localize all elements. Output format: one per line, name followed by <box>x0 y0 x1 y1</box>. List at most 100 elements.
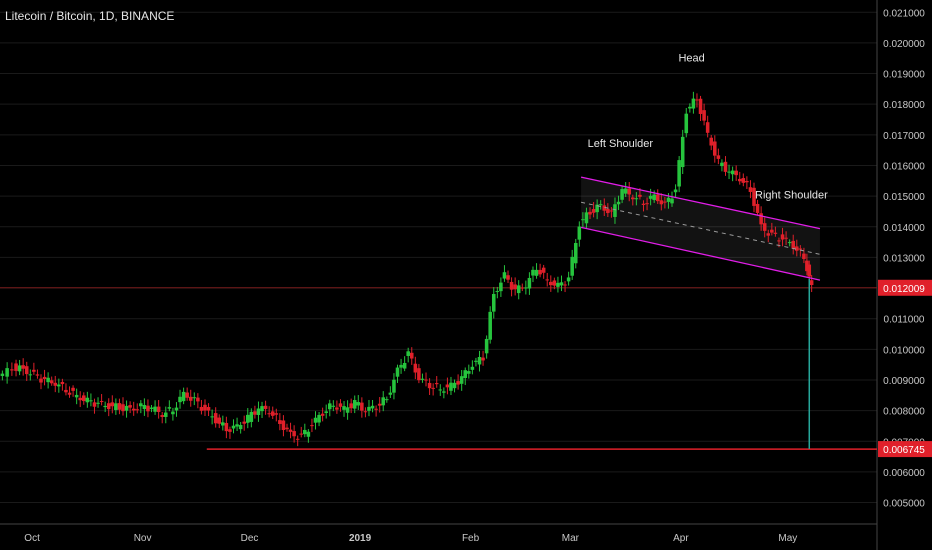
candle-body <box>64 389 68 393</box>
candle-body <box>85 397 90 403</box>
candle-body <box>477 356 482 365</box>
candle-body <box>677 160 681 187</box>
candle-body <box>595 204 599 213</box>
channel-upper-line <box>580 176 821 230</box>
candle-body <box>149 407 154 409</box>
candle-body <box>288 429 293 432</box>
candle-body <box>759 213 763 225</box>
candle-body <box>695 99 699 101</box>
candle-body <box>787 242 792 244</box>
candle-body <box>199 406 204 411</box>
candle-body <box>338 403 343 407</box>
candle-body <box>645 203 649 205</box>
candle-body <box>541 267 546 273</box>
candle-body <box>267 413 271 415</box>
candle-body <box>591 209 596 213</box>
y-tick-label: 0.021000 <box>883 8 925 19</box>
candle-body <box>242 421 246 424</box>
candle-body <box>317 414 321 423</box>
candle-body <box>627 188 632 195</box>
candle-body <box>406 351 410 356</box>
y-tick-label: 0.018000 <box>883 100 925 111</box>
candle-body <box>135 409 140 411</box>
candle-body <box>748 187 753 192</box>
candle-body <box>399 364 403 368</box>
candle-body <box>741 178 746 183</box>
candle-body <box>231 425 236 429</box>
annotation-label: Right Shoulder <box>755 190 828 202</box>
annotation-label: Head <box>678 52 704 64</box>
candle-body <box>623 188 628 194</box>
candle-body <box>57 384 61 387</box>
candle-body <box>392 379 396 393</box>
candle-body <box>395 367 400 377</box>
candle-body <box>556 282 560 287</box>
candle-body <box>128 405 132 408</box>
candle-body <box>805 260 809 272</box>
candle-body <box>506 275 510 280</box>
candle-body <box>559 282 564 286</box>
candle-body <box>524 287 528 289</box>
candle-body <box>285 427 289 430</box>
candle-body <box>388 392 393 395</box>
candle-body <box>92 402 97 407</box>
candle-body <box>502 272 507 279</box>
channel-mid-line <box>580 201 821 255</box>
candle-body <box>21 365 25 369</box>
candle-body <box>356 402 361 406</box>
candle-body <box>374 408 378 410</box>
candle-body <box>156 406 161 412</box>
candle-body <box>342 406 346 410</box>
candle-body <box>67 392 72 395</box>
x-tick-label: Oct <box>24 533 40 544</box>
candle-body <box>602 205 607 211</box>
candle-body <box>331 405 336 407</box>
candle-body <box>445 384 450 388</box>
candle-body <box>32 369 36 372</box>
candle-body <box>35 374 40 376</box>
candle-body <box>49 380 54 384</box>
candle-body <box>698 98 703 114</box>
candle-body <box>620 189 624 200</box>
candle-body <box>224 422 229 432</box>
candle-body <box>427 382 432 389</box>
candle-body <box>96 402 100 404</box>
y-tick-label: 0.016000 <box>883 161 925 172</box>
candle-body <box>709 137 714 146</box>
candle-body <box>103 405 107 408</box>
candle-body <box>641 203 646 205</box>
candle-body <box>370 405 375 409</box>
candle-body <box>114 403 118 410</box>
candle-body <box>402 362 407 369</box>
candle-body <box>417 368 421 381</box>
candle-body <box>203 404 207 411</box>
candle-body <box>713 141 717 156</box>
candle-body <box>762 223 767 231</box>
candle-body <box>616 201 621 205</box>
candle-body <box>702 110 706 121</box>
candle-body <box>377 403 382 406</box>
candle-body <box>39 378 43 383</box>
price-badge <box>878 279 932 296</box>
candle-body <box>795 246 799 251</box>
candle-body <box>228 429 232 432</box>
candle-body <box>281 420 286 431</box>
price-badge <box>878 441 932 458</box>
candle-body <box>807 264 812 277</box>
candle-body <box>238 424 243 430</box>
candle-body <box>167 407 172 409</box>
candle-body <box>313 417 318 423</box>
candle-body <box>363 411 368 413</box>
y-tick-label: 0.014000 <box>883 223 925 234</box>
candle-body <box>367 406 371 411</box>
candle-body <box>324 411 328 413</box>
candle-body <box>513 284 517 290</box>
candle-body <box>484 338 489 354</box>
candle-body <box>249 411 254 422</box>
candle-body <box>303 429 307 435</box>
candle-body <box>213 413 218 424</box>
candle-body <box>14 363 18 371</box>
candle-body <box>573 242 578 264</box>
candle-body <box>117 403 122 410</box>
candle-body <box>131 408 136 411</box>
